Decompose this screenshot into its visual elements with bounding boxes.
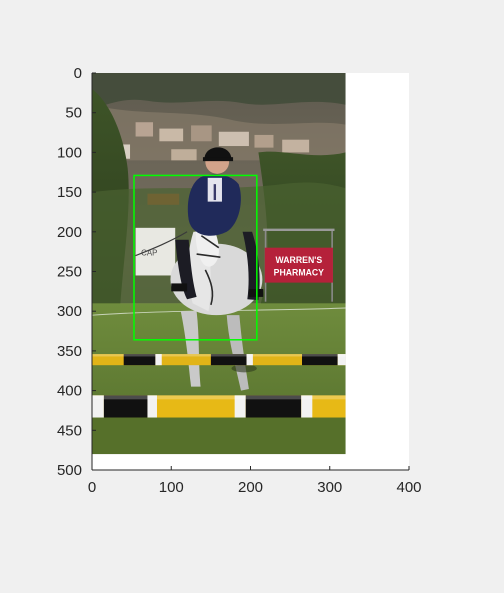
sign-line1: WARREN'S (276, 255, 323, 265)
horse-jumping-photo: CAP WARREN'S PHARMACY (92, 73, 346, 455)
y-tick-label: 200 (57, 224, 82, 241)
x-tick-label: 400 (396, 479, 421, 496)
y-tick-label: 150 (57, 184, 82, 201)
x-tick-label: 200 (238, 479, 263, 496)
x-tick-label: 300 (317, 479, 342, 496)
x-axis-ticks: 0 100 200 300 400 (88, 466, 422, 496)
y-tick-label: 450 (57, 422, 82, 439)
x-tick-label: 0 (88, 479, 96, 496)
y-tick-label: 0 (74, 65, 82, 82)
sign-line2: PHARMACY (274, 267, 325, 277)
y-tick-label: 100 (57, 144, 82, 161)
y-tick-label: 400 (57, 383, 82, 400)
detection-bounding-box (133, 174, 258, 341)
x-tick-label: 100 (159, 479, 184, 496)
banner-text: CAP (141, 249, 157, 258)
y-tick-label: 500 (57, 462, 82, 479)
y-tick-label: 250 (57, 264, 82, 281)
y-tick-label: 300 (57, 303, 82, 320)
y-tick-label: 50 (65, 105, 82, 122)
y-tick-label: 350 (57, 343, 82, 360)
y-axis-ticks: 0 50 100 150 200 250 300 350 400 450 500 (57, 65, 96, 479)
